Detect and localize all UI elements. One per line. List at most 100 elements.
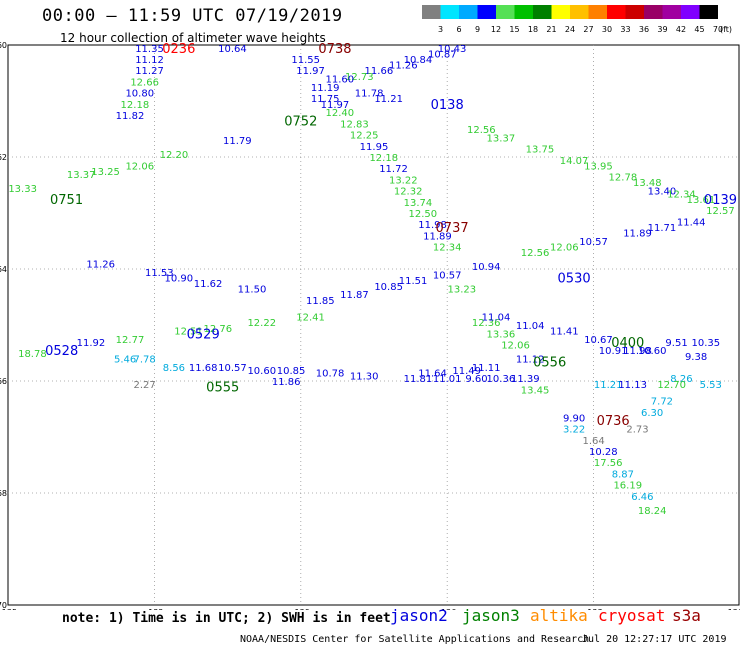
swh-value: 1.64: [582, 436, 604, 447]
swh-value: 13.75: [526, 145, 555, 156]
pass-time-label: 0530: [558, 271, 591, 286]
swh-value: 11.72: [379, 164, 408, 175]
swh-value: 10.80: [125, 89, 154, 100]
pass-time-label: 0529: [187, 327, 220, 342]
x-tick-label: -132: [145, 608, 163, 610]
swh-value: 12.50: [408, 209, 437, 220]
pass-time-label: 0752: [284, 115, 317, 130]
swh-value: 3.22: [563, 425, 585, 436]
pass-time-label: 0138: [431, 98, 464, 113]
legend-jason3: jason3: [462, 606, 520, 625]
swh-value: 12.66: [130, 77, 159, 88]
swh-value: 13.33: [8, 184, 37, 195]
swh-value: 7.78: [134, 355, 156, 366]
swh-value: 10.85: [277, 366, 306, 377]
legend-altika: altika: [530, 606, 588, 625]
swh-value: 11.27: [135, 66, 164, 77]
swh-value: 11.26: [86, 259, 115, 270]
swh-value: 8.56: [163, 363, 185, 374]
swh-value: 12.06: [550, 243, 579, 254]
swh-value: 11.12: [135, 55, 164, 66]
swh-value: 11.86: [272, 377, 301, 388]
pass-time-label: 0555: [206, 381, 239, 396]
swh-value: 13.37: [487, 133, 516, 144]
pass-time-label: 0738: [318, 42, 351, 57]
altimeter-map: 00:00 – 11:59 UTC 07/19/2019 12 hour col…: [0, 0, 740, 650]
swh-value: 13.25: [91, 167, 120, 178]
legend-cryosat: cryosat: [598, 606, 665, 625]
swh-value: 18.78: [18, 349, 47, 360]
swh-value: 9.90: [563, 413, 585, 424]
swh-value: 12.40: [326, 108, 355, 119]
swh-value: 12.70: [657, 380, 686, 391]
swh-value: 11.13: [618, 380, 647, 391]
swh-value: 11.26: [389, 61, 418, 72]
swh-value: 10.85: [374, 282, 403, 293]
swh-value: 10.94: [472, 262, 501, 273]
pass-time-label: 0751: [50, 193, 83, 208]
swh-value: 10.35: [692, 338, 721, 349]
pass-time-label: 0236: [162, 42, 195, 57]
swh-value: 12.32: [394, 187, 423, 198]
swh-value: 12.34: [433, 243, 462, 254]
swh-value: 2.27: [134, 380, 156, 391]
swh-value: 11.21: [374, 94, 403, 105]
footer-note: note: 1) Time is in UTC; 2) SWH is in fe…: [62, 611, 391, 626]
plot-frame: [8, 45, 739, 605]
swh-value: 11.55: [291, 55, 320, 66]
x-tick-label: -129: [292, 608, 310, 610]
swh-value: 13.74: [404, 198, 433, 209]
y-tick-label: 66: [0, 377, 7, 386]
swh-value: 12.22: [247, 318, 276, 329]
swh-value: 12.18: [369, 153, 398, 164]
swh-value: 11.89: [623, 229, 652, 240]
swh-value: 11.87: [340, 290, 369, 301]
swh-value: 6.46: [631, 492, 653, 503]
swh-value: 5.53: [700, 380, 722, 391]
swh-value: 11.68: [189, 363, 218, 374]
y-tick-label: 70: [0, 601, 7, 610]
swh-value: 10.67: [584, 335, 613, 346]
swh-value: 11.85: [306, 296, 335, 307]
swh-value: 10.36: [487, 374, 516, 385]
swh-value: 13.95: [584, 161, 613, 172]
swh-value: 11.39: [511, 374, 540, 385]
swh-value: 10.60: [247, 366, 276, 377]
pass-time-label: 0556: [533, 355, 566, 370]
swh-value: 18.24: [638, 506, 667, 517]
swh-value: 9.51: [665, 338, 687, 349]
swh-value: 10.57: [579, 237, 608, 248]
swh-value: 10.64: [218, 44, 247, 55]
footer-credit: NOAA/NESDIS Center for Satellite Applica…: [240, 634, 589, 645]
swh-value: 13.45: [521, 385, 550, 396]
swh-value: 11.62: [194, 279, 223, 290]
swh-value: 13.22: [389, 175, 418, 186]
swh-value: 10.78: [316, 369, 345, 380]
swh-value: 11.95: [360, 142, 389, 153]
swh-value: 10.57: [218, 363, 247, 374]
swh-value: 12.18: [121, 100, 150, 111]
y-tick-label: 64: [0, 265, 7, 274]
pass-time-label: 0400: [611, 336, 644, 351]
swh-value: 12.77: [116, 335, 145, 346]
swh-value: 6.30: [641, 408, 663, 419]
swh-value: 11.60: [326, 75, 355, 86]
swh-value: 12.20: [160, 150, 189, 161]
plot-area: -135-132-129-126-123-12060626466687011.3…: [0, 0, 740, 610]
pass-time-label: 0528: [45, 344, 78, 359]
y-tick-label: 62: [0, 153, 7, 162]
swh-value: 11.64: [418, 369, 447, 380]
swh-value: 11.51: [399, 276, 428, 287]
swh-value: 10.28: [589, 447, 618, 458]
pass-time-label: 0737: [436, 221, 469, 236]
swh-value: 16.19: [613, 481, 642, 492]
swh-value: 11.30: [350, 371, 379, 382]
swh-value: 10.87: [428, 49, 457, 60]
swh-value: 12.83: [340, 119, 369, 130]
x-tick-label: -120: [725, 608, 740, 610]
y-tick-label: 60: [0, 41, 7, 50]
swh-value: 11.04: [482, 313, 511, 324]
pass-time-label: 0736: [597, 414, 630, 429]
swh-value: 11.41: [550, 327, 579, 338]
swh-value: 12.56: [521, 248, 550, 259]
